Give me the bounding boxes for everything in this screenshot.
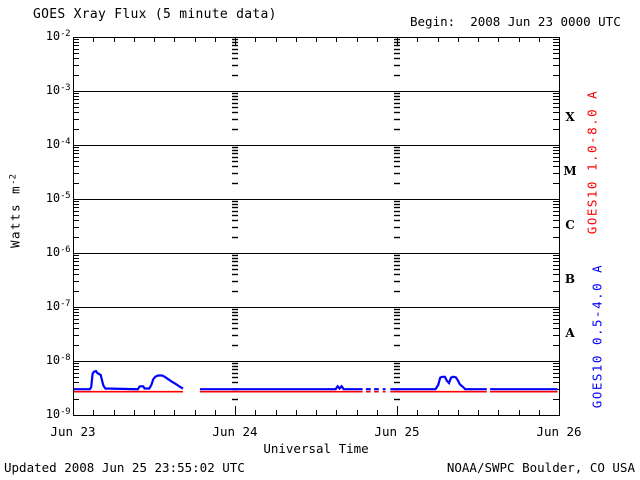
class-letter-c: C	[565, 218, 575, 233]
y-tick-label: 10-7	[45, 299, 71, 313]
x-tick-label: Jun 25	[374, 424, 420, 439]
chart-title: GOES Xray Flux (5 minute data)	[33, 7, 277, 22]
x-tick-label: Jun 26	[536, 424, 582, 439]
y-tick-label: 10-9	[45, 407, 71, 421]
x-tick-label: Jun 23	[50, 424, 96, 439]
class-letter-b: B	[564, 272, 576, 287]
y-tick-label: 10-8	[45, 353, 71, 367]
class-letter-m: M	[563, 164, 577, 179]
begin-timestamp: Begin: 2008 Jun 23 0000 UTC	[410, 14, 621, 29]
y-tick-label: 10-4	[45, 137, 71, 151]
y-axis-title: Watts m-2	[7, 173, 23, 249]
y-tick-label: 10-2	[45, 29, 71, 43]
blue-series-label: GOES10 0.5-4.0 A	[589, 263, 605, 409]
agency-credit: NOAA/SWPC Boulder, CO USA	[446, 460, 635, 475]
y-axis-title-exponent: -2	[8, 173, 19, 185]
updated-timestamp: Updated 2008 Jun 25 23:55:02 UTC	[4, 460, 245, 475]
x-tick-label: Jun 24	[212, 424, 258, 439]
red-series-label: GOES10 1.0-8.0 A	[584, 89, 600, 235]
class-letter-a: A	[565, 326, 575, 341]
y-tick-label: 10-5	[45, 191, 71, 205]
y-tick-label: 10-6	[45, 245, 71, 259]
y-tick-label: 10-3	[45, 83, 71, 97]
class-letter-x: X	[565, 110, 575, 125]
x-axis-title: Universal Time	[263, 441, 369, 456]
